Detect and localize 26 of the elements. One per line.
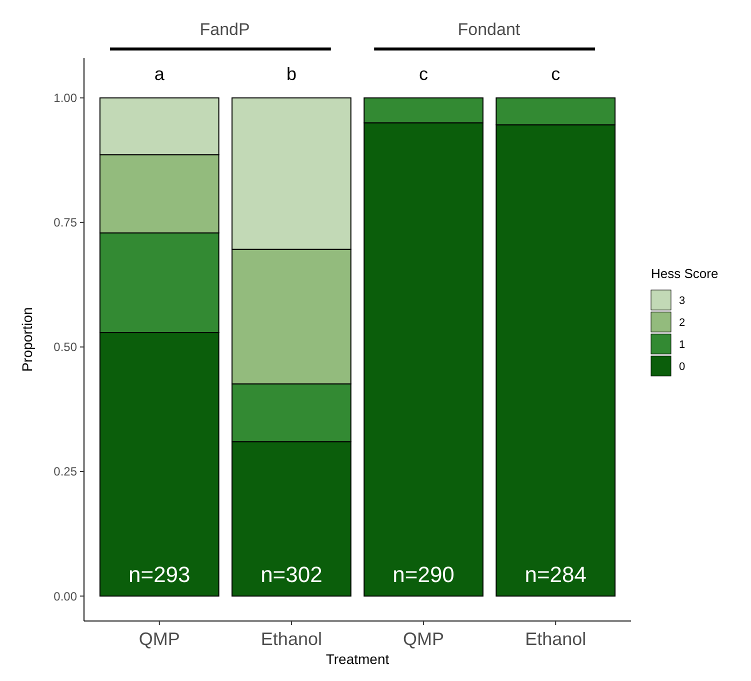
text: Fondant [458,20,520,39]
x-tick-label: QMP [403,629,444,649]
annotation: n=302 [260,562,322,588]
legend-label: 3 [679,294,686,307]
x-tick-label: Ethanol [260,629,322,649]
annotation: n=290 [392,562,454,588]
y-tick-label: 0.00 [54,589,78,604]
x-axis-title: Treatment [326,651,390,667]
text: FandP [200,20,250,39]
y-tick-label: 0.75 [54,216,78,230]
y-tick-label: 0.50 [54,340,78,354]
legend-title: Hess Score [651,266,718,281]
annotation: c [419,64,428,84]
y-tick-label: 1.00 [54,91,78,106]
x-tick-label: QMP [138,629,180,649]
annotation: n=293 [128,562,190,588]
y-axis-title: Proportion [19,307,35,372]
y-tick-label: 0.25 [54,464,78,479]
legend-label: 2 [679,316,686,329]
legend-label: 1 [679,338,686,351]
annotation: a [154,64,166,84]
x-tick-label: Ethanol [525,629,586,649]
annotation: n=284 [524,562,587,588]
annotation: c [551,64,560,84]
annotation: b [286,64,296,84]
legend-label: 0 [679,360,686,373]
